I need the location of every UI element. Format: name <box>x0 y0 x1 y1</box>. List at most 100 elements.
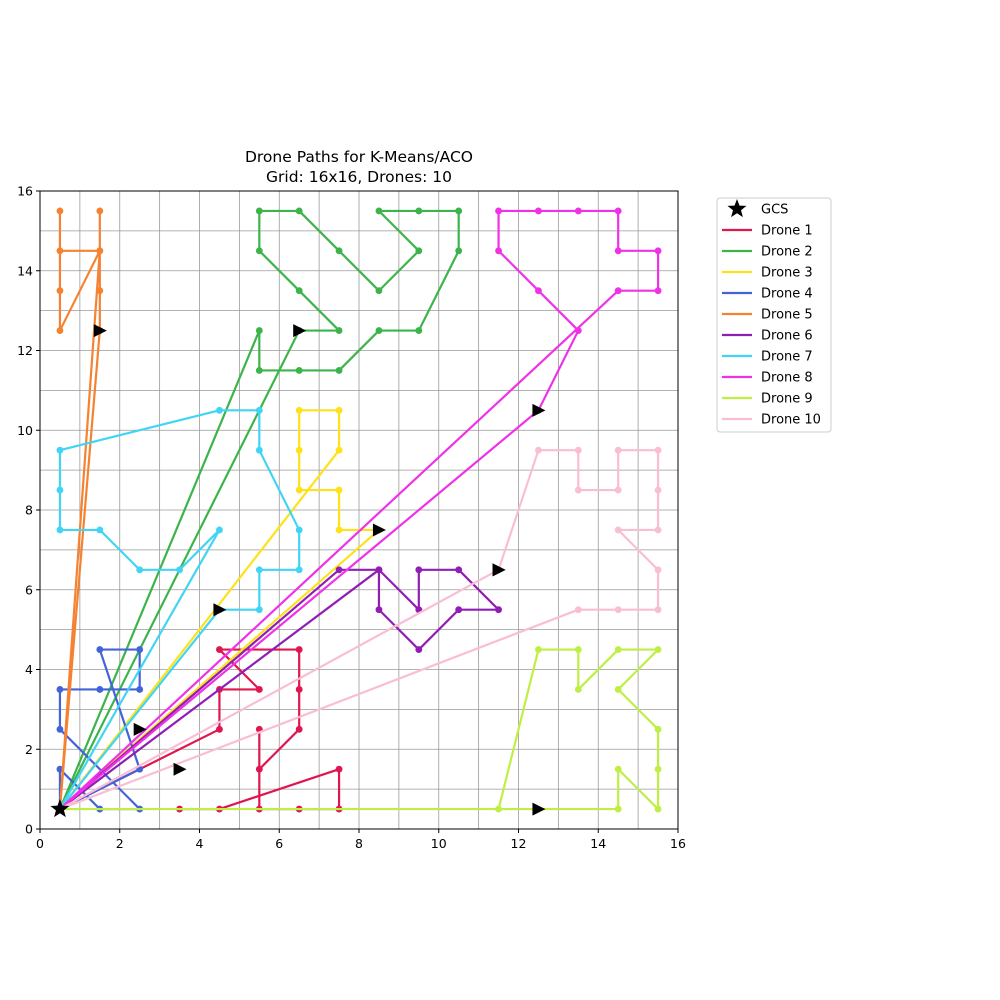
drone-1-waypoint <box>216 725 223 733</box>
legend-label-drone-3: Drone 3 <box>761 266 813 281</box>
drone-9-waypoint <box>574 646 582 653</box>
y-tick-label: 6 <box>25 582 33 597</box>
drone-1-waypoint <box>295 686 303 693</box>
drone-2-path-group <box>56 207 463 813</box>
drone-2-waypoint <box>415 207 423 215</box>
drone-10-direction-arrow-icon <box>492 563 506 577</box>
legend-item-drone-6: Drone 6 <box>722 329 813 344</box>
drone-7-waypoint <box>56 446 64 454</box>
y-tick-label: 12 <box>17 343 33 358</box>
drone-2-waypoint <box>455 247 463 255</box>
drone-9-waypoint <box>614 765 622 773</box>
drone-6-waypoint <box>455 606 463 614</box>
drone-6-waypoint <box>495 606 502 614</box>
drone-7-waypoint <box>56 526 64 534</box>
drone-5-waypoint <box>56 327 64 334</box>
drone-4-path-line <box>58 648 141 811</box>
drone-9-waypoint <box>614 686 622 693</box>
drone-10-waypoint <box>614 486 622 494</box>
drone-1-waypoint <box>255 686 263 693</box>
drone-4-waypoint <box>96 686 104 693</box>
drone-9-waypoint <box>654 805 662 813</box>
drone-2-waypoint <box>375 327 383 334</box>
drone-7-waypoint <box>176 566 183 574</box>
drone-9-path-line <box>58 648 660 811</box>
legend-label-drone-7: Drone 7 <box>761 350 813 365</box>
drone-1-waypoint <box>216 646 223 653</box>
drone-1-waypoint <box>295 646 303 653</box>
drone-paths <box>56 207 662 813</box>
drone-5-path-group <box>56 207 104 813</box>
legend-label-drone-1: Drone 1 <box>761 224 813 239</box>
drone-7-waypoint <box>56 486 64 494</box>
drone-7-waypoint <box>216 526 223 534</box>
drone-2-waypoint <box>335 367 343 374</box>
legend-label-drone-10: Drone 10 <box>761 413 821 428</box>
drone-3-waypoint <box>335 526 343 534</box>
drone-10-waypoint <box>614 446 622 454</box>
drone-6-path-line <box>58 568 500 811</box>
drone-1-waypoint <box>255 765 263 773</box>
drone-8-waypoint <box>574 327 582 334</box>
drone-3-waypoint <box>295 406 303 414</box>
drone-2-direction-arrow-icon <box>293 324 307 338</box>
drone-5-waypoint <box>56 207 64 215</box>
drone-8-waypoint <box>535 287 542 295</box>
drone-3-direction-arrow-icon <box>372 523 386 537</box>
drone-2-waypoint <box>295 207 303 215</box>
x-tick-label: 10 <box>431 836 447 851</box>
legend-item-drone-5: Drone 5 <box>722 308 813 323</box>
drone-8-waypoint <box>614 207 622 215</box>
drone-10-waypoint <box>574 486 582 494</box>
legend-item-drone-3: Drone 3 <box>722 266 813 281</box>
drone-1-waypoint <box>335 765 343 773</box>
drone-5-waypoint <box>96 247 104 255</box>
y-tick-label: 14 <box>17 263 33 278</box>
gcs-star-icon <box>50 799 70 818</box>
drone-2-waypoint <box>375 287 383 295</box>
drone-1-direction-arrow-icon <box>173 762 187 776</box>
drone-9-waypoint <box>654 725 662 733</box>
drone-5-direction-arrow-icon <box>93 324 107 338</box>
drone-10-path-line <box>58 449 660 811</box>
drone-2-waypoint <box>255 207 263 215</box>
legend-item-drone-7: Drone 7 <box>722 350 813 365</box>
drone-6-waypoint <box>455 566 463 574</box>
legend-item-drone-9: Drone 9 <box>722 392 813 407</box>
drone-2-waypoint <box>335 247 343 255</box>
drone-8-direction-arrow-icon <box>532 403 546 417</box>
drone-9-waypoint <box>574 686 582 693</box>
drone-8-path-group <box>56 207 662 813</box>
legend: GCS Drone 1 Drone 2 Drone 3 Drone 4 Drone 5 Dr… <box>716 197 832 433</box>
drone-8-waypoint <box>614 287 622 295</box>
drone-8-waypoint <box>654 287 662 295</box>
drone-9-waypoint <box>654 646 662 653</box>
legend-item-drone-2: Drone 2 <box>722 245 813 260</box>
legend-label-gcs: GCS <box>761 203 788 218</box>
legend-item-drone-10: Drone 10 <box>722 413 821 428</box>
x-tick-label: 12 <box>511 836 527 851</box>
drone-10-waypoint <box>654 606 662 614</box>
x-tick-label: 16 <box>670 836 686 851</box>
axis-ticks: 0 2 4 6 8 10 12 14 16 0 2 4 6 8 10 12 14 16 <box>17 184 686 852</box>
drone-2-waypoint <box>455 207 463 215</box>
drone-10-waypoint <box>654 446 662 454</box>
drone-2-waypoint <box>375 207 383 215</box>
legend-item-drone-8: Drone 8 <box>722 371 813 386</box>
drone-5-waypoint <box>96 207 104 215</box>
drone-9-waypoint <box>654 765 662 773</box>
drone-9-waypoint <box>535 646 542 653</box>
drone-1-path-line <box>58 648 341 811</box>
drone-10-waypoint <box>574 606 582 614</box>
path-markers <box>50 324 546 818</box>
drone-6-waypoint <box>335 566 343 574</box>
drone-9-waypoint <box>495 805 502 813</box>
legend-label-drone-9: Drone 9 <box>761 392 813 407</box>
drone-6-waypoint <box>375 566 383 574</box>
drone-2-waypoint <box>295 367 303 374</box>
y-tick-label: 10 <box>17 423 33 438</box>
drone-7-waypoint <box>96 526 104 534</box>
drone-2-waypoint <box>255 247 263 255</box>
drone-9-waypoint <box>614 805 622 813</box>
